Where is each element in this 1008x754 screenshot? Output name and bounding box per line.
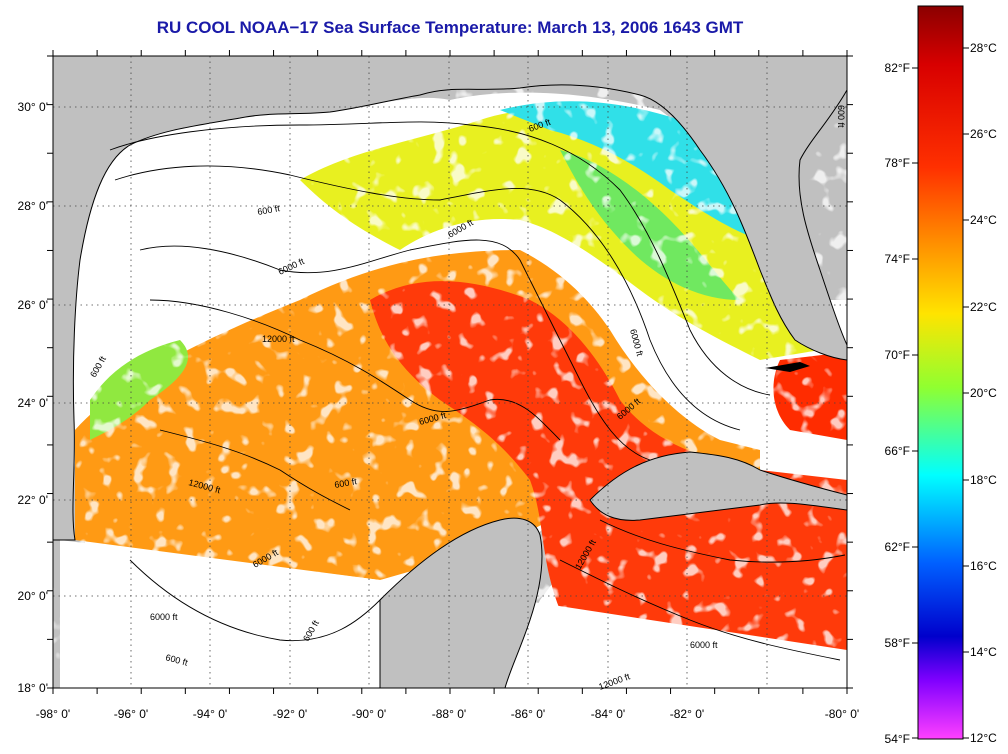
celsius-label: 24°C: [970, 213, 997, 227]
celsius-label: 14°C: [970, 645, 997, 659]
fahrenheit-label: 54°F: [885, 732, 910, 746]
lon-tick-label: -80° 0': [825, 707, 859, 721]
lat-tick-label: 18° 0': [18, 681, 48, 695]
bathymetry-contours: [109, 121, 846, 661]
fahrenheit-label: 70°F: [885, 348, 910, 362]
celsius-label: 20°C: [970, 386, 997, 400]
fahrenheit-label: 78°F: [885, 156, 910, 170]
contour-label: 600 ft: [257, 203, 281, 217]
contour-label: 6000 ft: [150, 612, 178, 622]
lon-tick-label: -92° 0': [273, 707, 307, 721]
fahrenheit-label: 62°F: [885, 540, 910, 554]
celsius-label: 18°C: [970, 473, 997, 487]
lon-tick-label: -90° 0': [352, 707, 386, 721]
longitude-axis: -98° 0' -96° 0' -94° 0' -92° 0' -90° 0' …: [36, 707, 859, 721]
lon-tick-label: -98° 0': [36, 707, 70, 721]
celsius-label: 16°C: [970, 559, 997, 573]
lat-tick-label: 22° 0': [18, 493, 48, 507]
lat-tick-label: 26° 0': [18, 298, 48, 312]
us-gulf-coast-land: [53, 56, 847, 541]
contour-label: 600 ft: [836, 105, 846, 128]
lon-tick-label: -94° 0': [193, 707, 227, 721]
cuba-land: [589, 451, 847, 521]
lon-tick-label: -88° 0': [432, 707, 466, 721]
colorbar-fahrenheit-labels: 82°F 78°F 74°F 70°F 66°F 62°F 58°F 54°F: [885, 61, 910, 746]
yucatan-land: [379, 517, 543, 688]
lat-tick-label: 30° 0': [18, 100, 48, 114]
celsius-label: 22°C: [970, 300, 997, 314]
lon-tick-label: -96° 0': [114, 707, 148, 721]
florida-keys-land: [765, 362, 810, 372]
fahrenheit-label: 66°F: [885, 444, 910, 458]
map-title: RU COOL NOAA−17 Sea Surface Temperature:…: [156, 18, 744, 37]
contour-label: 12000 ft: [262, 334, 295, 344]
lon-tick-label: -84° 0': [591, 707, 625, 721]
colorbar-celsius-labels: 28°C 26°C 24°C 22°C 20°C 18°C 16°C 14°C …: [970, 41, 997, 745]
fahrenheit-label: 58°F: [885, 636, 910, 650]
contour-label: 6000 ft: [690, 640, 718, 650]
lat-tick-label: 28° 0': [18, 199, 48, 213]
celsius-label: 26°C: [970, 127, 997, 141]
celsius-label: 12°C: [970, 731, 997, 745]
fahrenheit-label: 82°F: [885, 61, 910, 75]
axis-tick-marks: [47, 50, 853, 694]
temperature-colorbar: [917, 5, 964, 740]
latitude-axis: 30° 0' 28° 0' 26° 0' 24° 0' 22° 0' 20° 0…: [18, 100, 48, 695]
colorbar-ticks: [912, 47, 969, 739]
lat-tick-label: 24° 0': [18, 396, 48, 410]
fahrenheit-label: 74°F: [885, 252, 910, 266]
lon-tick-label: -86° 0': [511, 707, 545, 721]
lon-tick-label: -82° 0': [670, 707, 704, 721]
celsius-label: 28°C: [970, 41, 997, 55]
contour-label: 600 ft: [334, 476, 358, 490]
lat-tick-label: 20° 0': [18, 589, 48, 603]
map-grid: [53, 56, 847, 688]
